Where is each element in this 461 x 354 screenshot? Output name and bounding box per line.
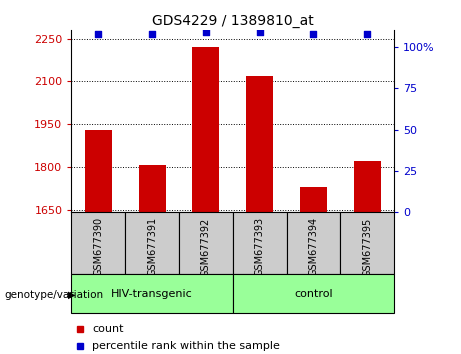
Point (364, 31, 371, 36)
Point (256, 29, 263, 35)
Text: ▶: ▶ (68, 290, 76, 299)
Bar (300, 187, 327, 212)
Title: GDS4229 / 1389810_at: GDS4229 / 1389810_at (152, 14, 313, 28)
Bar (125, 212, 179, 274)
Bar (71, 274, 233, 313)
Point (202, 29, 210, 35)
Bar (193, 47, 219, 212)
Bar (340, 212, 394, 274)
Text: control: control (294, 289, 333, 299)
Bar (139, 165, 165, 212)
Point (95, 31, 102, 36)
Text: GSM677394: GSM677394 (308, 217, 319, 276)
Bar (354, 161, 381, 212)
Text: GSM677392: GSM677392 (201, 217, 211, 276)
Bar (233, 274, 394, 313)
Bar (85, 130, 112, 212)
Bar (71, 212, 125, 274)
Point (148, 31, 156, 36)
Bar (233, 212, 287, 274)
Text: GSM677390: GSM677390 (93, 217, 103, 276)
Text: GSM677395: GSM677395 (362, 217, 372, 276)
Bar (179, 212, 233, 274)
Point (310, 31, 317, 36)
Text: GSM677393: GSM677393 (254, 217, 265, 276)
Bar (287, 212, 340, 274)
Text: HIV-transgenic: HIV-transgenic (111, 289, 193, 299)
Text: count: count (92, 324, 124, 333)
Bar (246, 76, 273, 212)
Text: GSM677391: GSM677391 (147, 217, 157, 276)
Text: percentile rank within the sample: percentile rank within the sample (92, 341, 280, 351)
Text: genotype/variation: genotype/variation (5, 290, 104, 299)
